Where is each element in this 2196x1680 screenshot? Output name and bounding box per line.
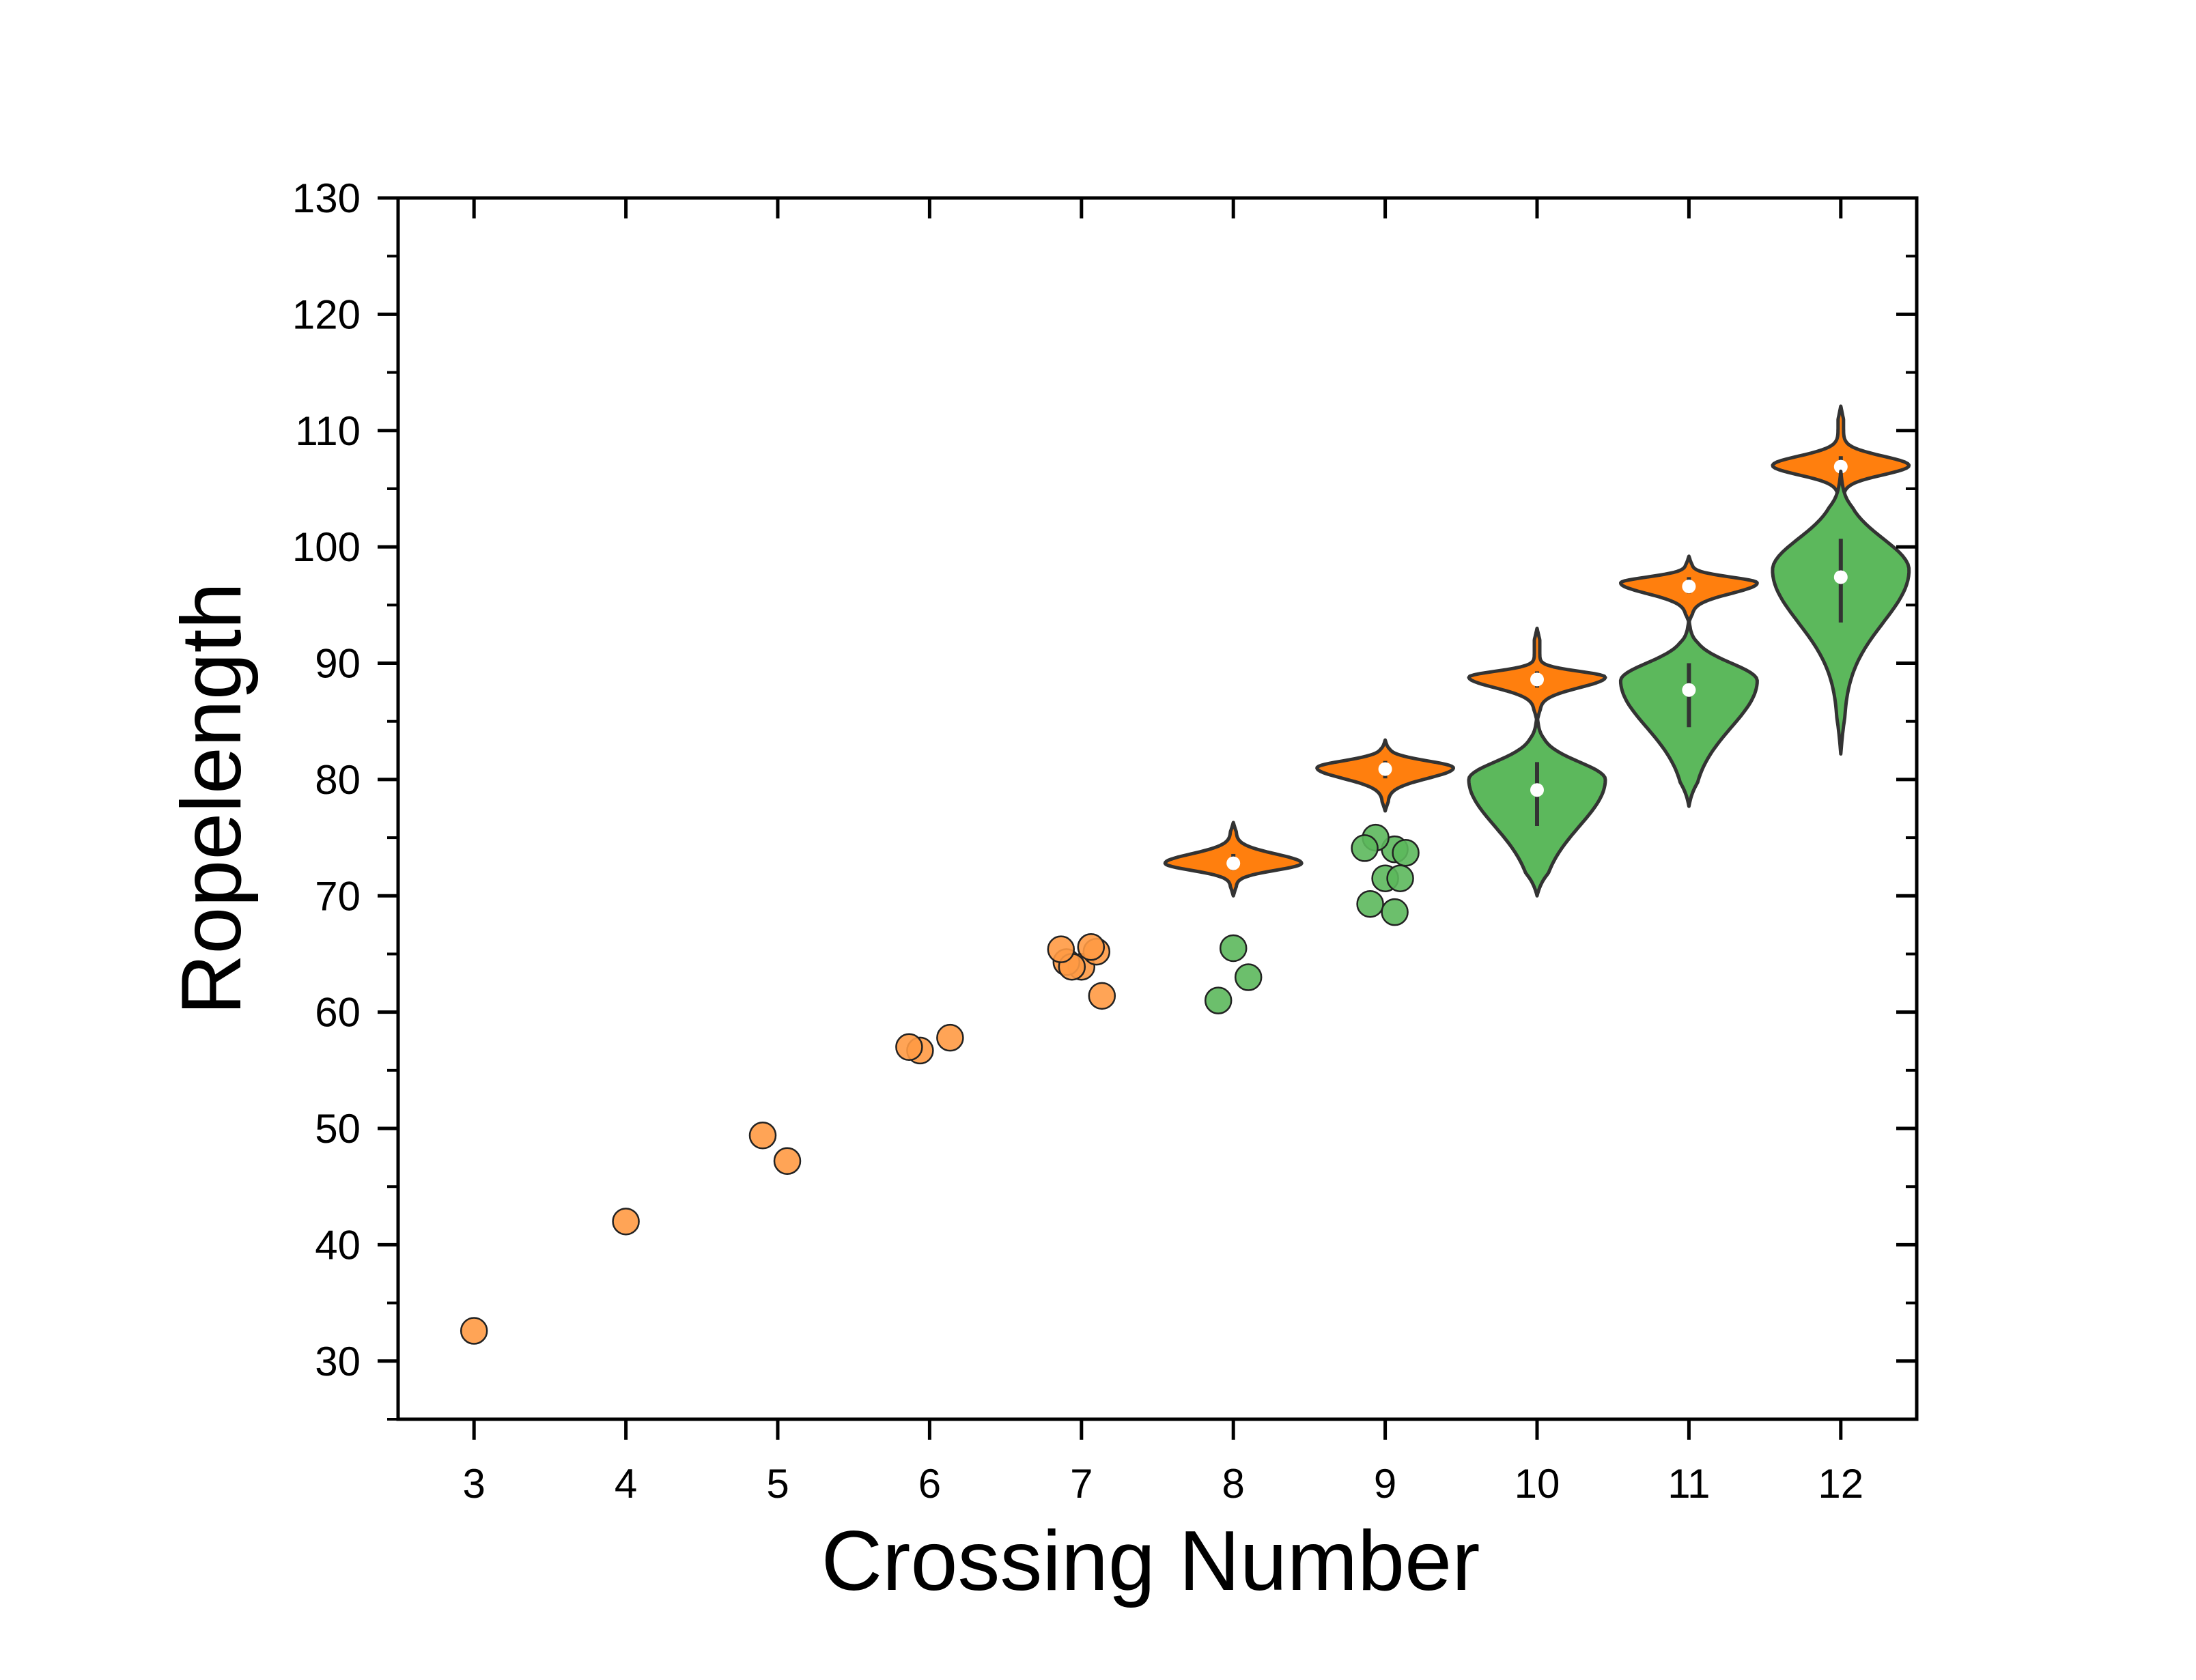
data-point-green-9-6 bbox=[1351, 834, 1379, 862]
data-point-orange-6-5 bbox=[936, 1023, 964, 1052]
y-tick-label-70: 70 bbox=[315, 873, 361, 919]
violin-median-green-12 bbox=[1833, 570, 1848, 584]
data-point-orange-5-2 bbox=[748, 1122, 777, 1150]
y-tick-label-80: 80 bbox=[315, 757, 361, 803]
data-point-orange-7-10 bbox=[1077, 933, 1106, 961]
x-tick-label-5: 5 bbox=[766, 1461, 789, 1507]
x-tick-label-9: 9 bbox=[1374, 1461, 1396, 1507]
x-tick-label-7: 7 bbox=[1070, 1461, 1093, 1507]
y-tick-label-60: 60 bbox=[315, 990, 361, 1036]
y-tick-label-30: 30 bbox=[315, 1339, 361, 1384]
data-point-orange-3-0 bbox=[460, 1317, 488, 1345]
data-point-green-9-8 bbox=[1386, 864, 1414, 892]
y-tick-label-50: 50 bbox=[315, 1106, 361, 1152]
data-point-orange-6-6 bbox=[895, 1033, 923, 1062]
data-point-orange-7-13 bbox=[1047, 935, 1075, 963]
x-tick-label-6: 6 bbox=[918, 1461, 941, 1507]
violin-median-orange-9 bbox=[1378, 762, 1392, 776]
data-point-orange-4-1 bbox=[612, 1208, 640, 1236]
data-point-green-8-0 bbox=[1219, 934, 1248, 963]
violin-median-orange-8 bbox=[1226, 856, 1241, 870]
data-point-green-9-5 bbox=[1392, 838, 1420, 867]
violin-median-orange-12 bbox=[1833, 459, 1848, 474]
y-tick-label-120: 120 bbox=[292, 291, 361, 337]
violin-median-orange-10 bbox=[1530, 672, 1544, 687]
x-tick-label-4: 4 bbox=[615, 1461, 637, 1507]
data-point-green-9-10 bbox=[1381, 898, 1409, 926]
data-point-green-8-2 bbox=[1204, 986, 1233, 1014]
x-tick-label-11: 11 bbox=[1667, 1461, 1710, 1507]
data-point-green-9-9 bbox=[1356, 889, 1384, 918]
data-point-orange-5-3 bbox=[773, 1147, 802, 1176]
y-tick-label-90: 90 bbox=[315, 641, 361, 687]
plot-frame bbox=[396, 196, 1919, 1421]
x-tick-label-8: 8 bbox=[1222, 1461, 1245, 1507]
x-axis-title: Crossing Number bbox=[821, 1514, 1480, 1608]
point-layer bbox=[460, 823, 1420, 1345]
x-tick-label-3: 3 bbox=[463, 1461, 485, 1507]
axis-layer: 30 40 50 60 70 80 90 100 110 120 130 3 4 5 6 7 8 9 10 11 12 bbox=[292, 175, 1919, 1507]
y-tick-label-110: 110 bbox=[295, 408, 361, 454]
violin-median-green-10 bbox=[1530, 783, 1544, 797]
y-axis-title: Ropelength bbox=[165, 582, 259, 1015]
violin-median-green-11 bbox=[1682, 683, 1696, 697]
violin-layer bbox=[1163, 404, 1911, 898]
x-tick-label-12: 12 bbox=[1818, 1461, 1863, 1507]
violin-median-orange-11 bbox=[1682, 580, 1696, 594]
data-point-green-8-1 bbox=[1234, 963, 1263, 991]
y-tick-label-100: 100 bbox=[292, 524, 361, 570]
y-tick-label-130: 130 bbox=[292, 175, 361, 221]
x-tick-label-10: 10 bbox=[1515, 1461, 1560, 1507]
data-point-orange-7-12 bbox=[1088, 982, 1116, 1010]
y-tick-label-40: 40 bbox=[315, 1222, 361, 1268]
